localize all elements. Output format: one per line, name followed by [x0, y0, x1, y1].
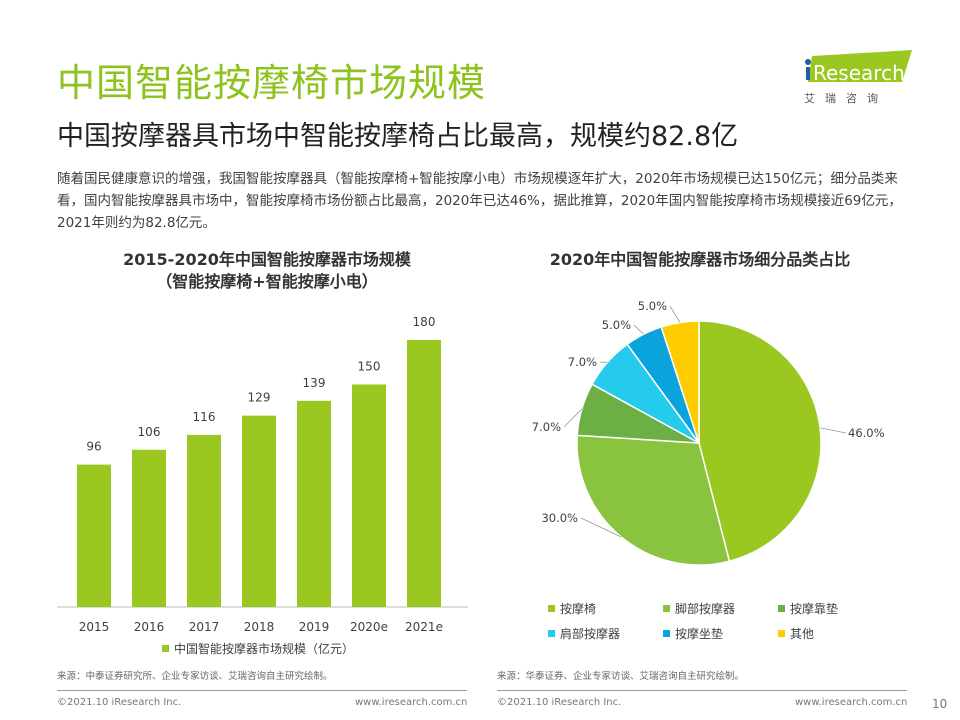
bar-legend: 中国智能按摩器市场规模（亿元） — [162, 640, 354, 657]
legend-swatch — [663, 605, 670, 612]
data-label: 139 — [303, 376, 326, 390]
divider — [57, 690, 467, 691]
pie-chart: 46.0% 30.0% 7.0% 7.0% 5.0% 5.0% — [532, 299, 885, 566]
pie-legend: 按摩椅 脚部按摩器 按摩靠垫肩部按摩器 按摩坐垫 其他 — [548, 600, 848, 642]
data-label: 150 — [358, 360, 381, 374]
leader-line — [563, 408, 583, 428]
copyright: ©2021.10 iResearch Inc. — [57, 697, 182, 708]
legend-swatch — [778, 605, 785, 612]
legend-swatch — [778, 630, 785, 637]
source-left: 来源：中泰证券研究所、企业专家访谈、艾瑞咨询自主研究绘制。 — [57, 671, 333, 682]
bar — [132, 449, 166, 607]
legend-swatch — [162, 645, 169, 652]
divider — [497, 690, 907, 691]
legend-item: 按摩坐垫 — [663, 625, 778, 642]
slice-label: 7.0% — [532, 420, 561, 434]
x-tick-label: 2015 — [79, 620, 110, 634]
description: 随着国民健康意识的增强，我国智能按摩器具（智能按摩椅+智能按摩小电）市场规模逐年… — [57, 171, 902, 231]
pie-slice — [660, 320, 700, 444]
bar — [297, 400, 331, 607]
slice-label: 46.0% — [848, 426, 885, 440]
x-tick-label: 2016 — [134, 620, 165, 634]
slice-label: 30.0% — [541, 511, 578, 525]
slice-label: 5.0% — [602, 318, 631, 332]
legend-swatch — [663, 630, 670, 637]
legend-swatch — [548, 605, 555, 612]
legend-label: 其他 — [790, 627, 815, 641]
x-tick-label: 2018 — [244, 620, 275, 634]
legend-label: 按摩靠垫 — [790, 602, 839, 616]
bar-chart: 96 2015 106 2016 116 2017 129 2018 139 2019 150 202… — [57, 315, 468, 634]
slice-label: 5.0% — [638, 299, 667, 313]
source-right: 来源：华泰证券、企业专家访谈、艾瑞咨询自主研究绘制。 — [497, 671, 745, 682]
legend-label: 按摩坐垫 — [675, 627, 724, 641]
bar — [242, 415, 276, 607]
data-label: 106 — [138, 425, 161, 439]
legend-label: 脚部按摩器 — [675, 602, 736, 616]
slice-label: 7.0% — [568, 355, 597, 369]
legend-item: 按摩靠垫 — [778, 600, 858, 617]
x-tick-label: 2017 — [189, 620, 220, 634]
x-tick-label: 2019 — [299, 620, 330, 634]
leader-line — [580, 517, 622, 538]
bar-chart-title: 2015-2020年中国智能按摩器市场规模 （智能按摩椅+智能按摩小电） — [57, 249, 477, 293]
page-title: 中国智能按摩椅市场规模 — [57, 61, 487, 105]
page-subtitle: 中国按摩器具市场中智能按摩椅占比最高，规模约82.8亿 — [57, 121, 739, 152]
legend-label: 按摩椅 — [560, 602, 597, 616]
copyright: ©2021.10 iResearch Inc. — [497, 697, 622, 708]
data-label: 96 — [86, 440, 101, 454]
data-label: 116 — [193, 410, 216, 424]
legend-item: 脚部按摩器 — [663, 600, 778, 617]
bar-subtitle: （智能按摩椅+智能按摩小电） — [156, 272, 378, 291]
bar — [407, 340, 441, 607]
pie-chart-title: 2020年中国智能按摩器市场细分品类占比 — [549, 250, 851, 269]
legend-swatch — [548, 630, 555, 637]
legend-item: 肩部按摩器 — [548, 625, 663, 642]
pie-slice — [698, 320, 822, 563]
bar — [77, 464, 111, 607]
legend-item: 按摩椅 — [548, 600, 663, 617]
legend-label: 肩部按摩器 — [560, 627, 621, 641]
legend-label: 中国智能按摩器市场规模（亿元） — [174, 642, 355, 656]
svg-text:Research: Research — [813, 61, 905, 85]
website: www.iresearch.com.cn — [795, 697, 908, 708]
bar-title: 2015-2020年中国智能按摩器市场规模 — [123, 250, 411, 269]
data-label: 129 — [248, 391, 271, 405]
leader-line — [633, 324, 644, 335]
leader-line — [669, 305, 681, 323]
bar — [352, 384, 386, 607]
x-tick-label: 2020e — [350, 620, 388, 634]
legend-item: 其他 — [778, 625, 858, 642]
data-label: 180 — [413, 315, 436, 329]
bar — [187, 434, 221, 607]
leader-line — [819, 427, 847, 434]
iresearch-logo: Research 艾瑞咨询 — [790, 48, 915, 108]
svg-text:艾瑞咨询: 艾瑞咨询 — [804, 91, 888, 105]
x-tick-label: 2021e — [405, 620, 443, 634]
pie-slice — [576, 434, 731, 566]
page-number: 10 — [932, 697, 948, 711]
website: www.iresearch.com.cn — [355, 697, 468, 708]
